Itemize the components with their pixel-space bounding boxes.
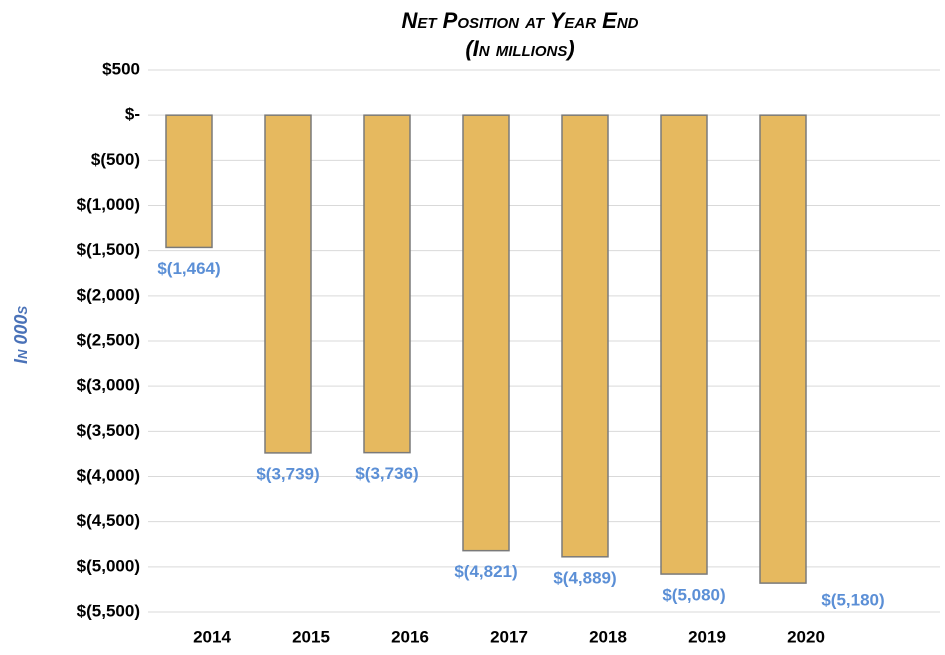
y-tick-label: $(4,000) (77, 466, 140, 485)
chart-subtitle: (In millions) (465, 36, 574, 61)
value-label: $(3,736) (355, 464, 418, 483)
x-tick-label: 2014 (193, 627, 231, 646)
value-label: $(1,464) (157, 259, 220, 278)
bar (462, 114, 510, 552)
bar (660, 114, 708, 575)
y-tick-label: $(3,000) (77, 376, 140, 395)
bar (165, 114, 213, 249)
x-tick-label: 2017 (490, 627, 528, 646)
x-tick-label: 2020 (787, 627, 825, 646)
value-label: $(5,180) (821, 590, 884, 609)
y-tick-label: $(1,000) (77, 195, 140, 214)
y-tick-label: $(2,500) (77, 330, 140, 349)
y-tick-label: $500 (102, 59, 140, 78)
x-tick-label: 2019 (688, 627, 726, 646)
x-tick-label: 2016 (391, 627, 429, 646)
value-label: $(4,889) (553, 568, 616, 587)
y-tick-label: $(5,000) (77, 556, 140, 575)
y-tick-label: $(4,500) (77, 511, 140, 530)
x-tick-label: 2015 (292, 627, 330, 646)
y-tick-label: $(3,500) (77, 421, 140, 440)
value-label: $(4,821) (454, 562, 517, 581)
y-tick-label: $(500) (91, 150, 140, 169)
bar (264, 114, 312, 454)
bar (759, 114, 807, 584)
bar (561, 114, 609, 558)
y-axis-label: In 000s (11, 306, 31, 364)
x-tick-label: 2018 (589, 627, 627, 646)
chart-title: Net Position at Year End (401, 8, 638, 33)
value-label: $(5,080) (662, 586, 725, 605)
y-tick-label: $- (125, 105, 140, 124)
value-label: $(3,739) (256, 464, 319, 483)
bar (363, 114, 411, 454)
y-tick-label: $(5,500) (77, 601, 140, 620)
y-tick-label: $(2,000) (77, 285, 140, 304)
y-tick-label: $(1,500) (77, 240, 140, 259)
